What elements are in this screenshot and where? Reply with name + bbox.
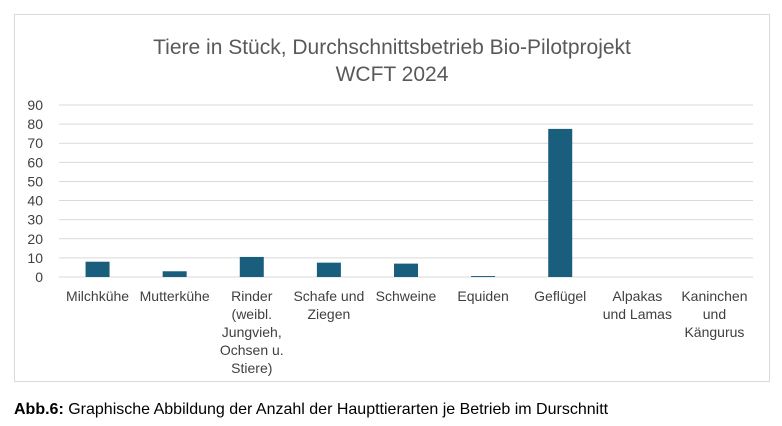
x-category-label-3-4: Ochsen u.: [220, 342, 284, 358]
bar-2: [162, 271, 187, 277]
bar-4: [316, 262, 341, 277]
y-tick-label-20: 20: [27, 231, 43, 247]
bar-1: [85, 261, 110, 277]
x-category-label-8-1: Alpakas: [612, 288, 662, 304]
x-category-label-8-2: und Lamas: [603, 306, 672, 322]
y-tick-label-70: 70: [27, 135, 43, 151]
y-tick-label-60: 60: [27, 154, 43, 170]
chart-title: Tiere in Stück, Durchschnittsbetrieb Bio…: [153, 36, 631, 86]
y-tick-label-0: 0: [35, 269, 43, 285]
x-axis-labels: Milchkühe Mutterkühe Rinder (weibl. Jungvieh…: [66, 288, 747, 376]
x-category-label-7-1: Geflügel: [534, 288, 586, 304]
bar-7: [548, 128, 573, 277]
y-tick-label-40: 40: [27, 193, 43, 209]
x-category-label-2-1: Mutterkühe: [140, 288, 210, 304]
x-category-label-4-2: Ziegen: [307, 306, 350, 322]
y-tick-label-30: 30: [27, 212, 43, 228]
x-category-label-5-1: Schweine: [376, 288, 437, 304]
x-category-label-4-1: Schafe und: [293, 288, 364, 304]
bar-3: [239, 256, 264, 277]
y-tick-label-90: 90: [27, 97, 43, 113]
x-category-label-9-3: Kängurus: [684, 324, 744, 340]
x-category-label-3-3: Jungvieh,: [222, 324, 282, 340]
chart-title-line-2: WCFT 2024: [336, 63, 449, 86]
caption-text: Graphische Abbildung der Anzahl der Haup…: [63, 401, 609, 418]
x-category-label-3-5: Stiere): [231, 360, 272, 376]
bar-5: [394, 263, 418, 277]
bar-6: [471, 276, 496, 277]
gridlines: [59, 104, 753, 278]
bars: [85, 128, 573, 277]
x-category-label-3-1: Rinder: [231, 288, 273, 304]
x-category-label-3-2: (weibl.: [232, 306, 272, 322]
bar-chart: Tiere in Stück, Durchschnittsbetrieb Bio…: [27, 36, 753, 376]
y-tick-label-80: 80: [27, 116, 43, 132]
x-category-label-1-1: Milchkühe: [66, 288, 129, 304]
caption-label: Abb.6:: [14, 401, 64, 418]
y-tick-label-50: 50: [27, 173, 43, 189]
y-axis-ticks: 0 10 20 30 40 50 60 70 80 90: [27, 97, 43, 285]
chart-frame: Tiere in Stück, Durchschnittsbetrieb Bio…: [14, 14, 770, 382]
x-category-label-9-2: und: [703, 306, 726, 322]
y-tick-label-10: 10: [27, 250, 43, 266]
x-category-label-9-1: Kaninchen: [681, 288, 747, 304]
chart-title-line-1: Tiere in Stück, Durchschnittsbetrieb Bio…: [153, 36, 631, 59]
x-category-label-6-1: Equiden: [457, 288, 508, 304]
figure-caption: Abb.6: Graphische Abbildung der Anzahl d…: [14, 401, 608, 419]
